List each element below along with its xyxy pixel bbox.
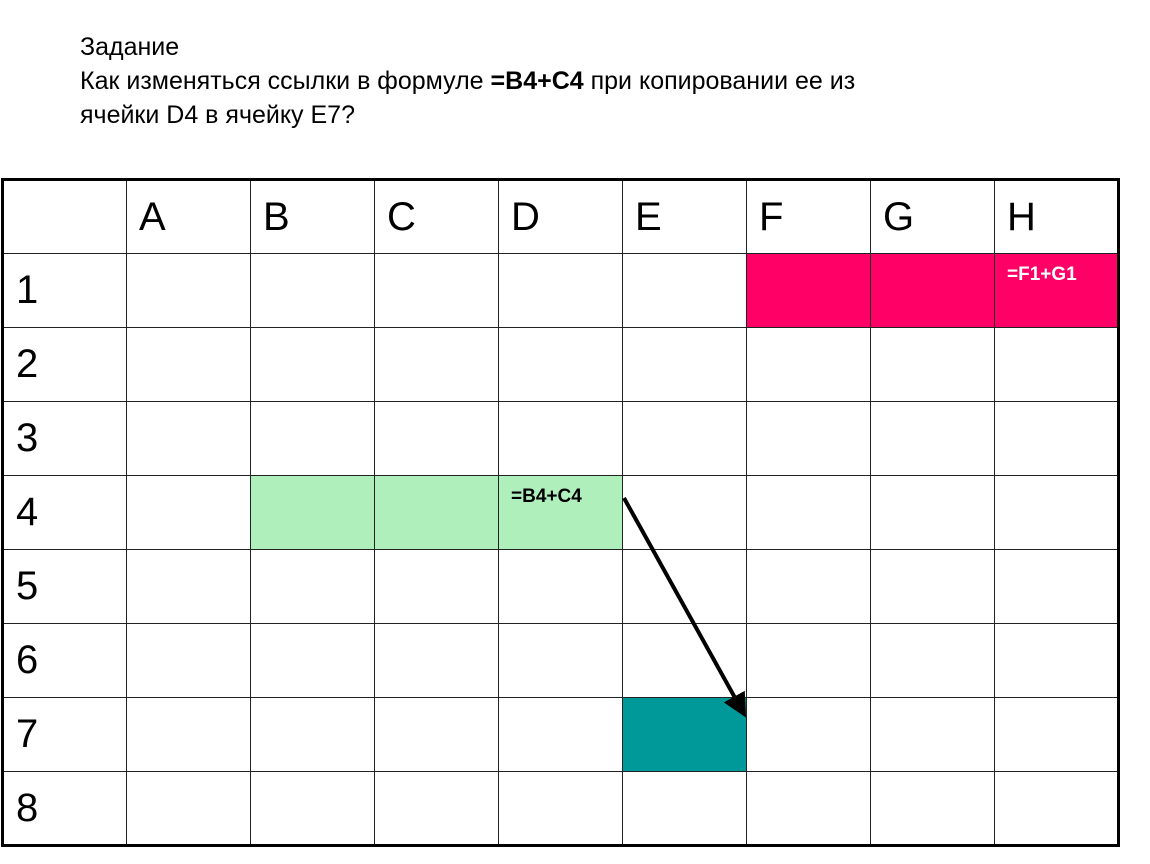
cell-G2[interactable] <box>870 327 995 402</box>
cell-H2[interactable] <box>994 327 1119 402</box>
row-header-7: 7 <box>2 697 127 772</box>
row-header-6: 6 <box>2 623 127 698</box>
spreadsheet-grid: A B C D E F G H 1 =F1+G1 2 3 4 =B4+C4 5 6 7 8 <box>1 178 1120 847</box>
table-row: 1 =F1+G1 <box>2 253 1119 328</box>
column-header-A: A <box>126 179 251 254</box>
column-header-H: H <box>994 179 1119 254</box>
cell-D6[interactable] <box>498 623 623 698</box>
cell-G4[interactable] <box>870 475 995 550</box>
cell-E3[interactable] <box>622 401 747 476</box>
column-header-C: C <box>374 179 499 254</box>
cell-F3[interactable] <box>746 401 871 476</box>
cell-H1[interactable]: =F1+G1 <box>994 253 1119 328</box>
cell-H5[interactable] <box>994 549 1119 624</box>
cell-G1[interactable] <box>870 253 995 328</box>
cell-G8[interactable] <box>870 771 995 846</box>
cell-A6[interactable] <box>126 623 251 698</box>
column-header-E: E <box>622 179 747 254</box>
cell-B6[interactable] <box>250 623 375 698</box>
cell-E8[interactable] <box>622 771 747 846</box>
task-text: Задание Как изменяться ссылки в формуле … <box>80 30 855 132</box>
cell-H4[interactable] <box>994 475 1119 550</box>
cell-F1[interactable] <box>746 253 871 328</box>
cell-E5[interactable] <box>622 549 747 624</box>
cell-D2[interactable] <box>498 327 623 402</box>
column-header-G: G <box>870 179 995 254</box>
cell-E4[interactable] <box>622 475 747 550</box>
cell-B3[interactable] <box>250 401 375 476</box>
task-formula: =B4+C4 <box>490 67 584 95</box>
cell-C6[interactable] <box>374 623 499 698</box>
cell-F4[interactable] <box>746 475 871 550</box>
task-line-1-end: при копировании ее из <box>583 67 856 95</box>
table-row: 2 <box>2 327 1119 402</box>
table-row: 5 <box>2 549 1119 624</box>
cell-A1[interactable] <box>126 253 251 328</box>
cell-B8[interactable] <box>250 771 375 846</box>
cell-F5[interactable] <box>746 549 871 624</box>
cell-D7[interactable] <box>498 697 623 772</box>
cell-A5[interactable] <box>126 549 251 624</box>
task-heading: Задание <box>80 33 180 61</box>
cell-C3[interactable] <box>374 401 499 476</box>
cell-F2[interactable] <box>746 327 871 402</box>
cell-D1[interactable] <box>498 253 623 328</box>
table-row: 3 <box>2 401 1119 476</box>
cell-H7[interactable] <box>994 697 1119 772</box>
cell-B5[interactable] <box>250 549 375 624</box>
cell-D4[interactable]: =B4+C4 <box>498 475 623 550</box>
table-row: 8 <box>2 771 1119 846</box>
cell-B2[interactable] <box>250 327 375 402</box>
row-header-5: 5 <box>2 549 127 624</box>
task-line-1-start: Как изменяться ссылки в формуле <box>80 67 491 95</box>
table-row: 7 <box>2 697 1119 772</box>
cell-E7[interactable] <box>622 697 747 772</box>
cell-A4[interactable] <box>126 475 251 550</box>
cell-C5[interactable] <box>374 549 499 624</box>
cell-F6[interactable] <box>746 623 871 698</box>
cell-C2[interactable] <box>374 327 499 402</box>
cell-H6[interactable] <box>994 623 1119 698</box>
task-line-2: ячейки D4 в ячейку E7? <box>80 101 355 129</box>
cell-D8[interactable] <box>498 771 623 846</box>
cell-H3[interactable] <box>994 401 1119 476</box>
cell-A7[interactable] <box>126 697 251 772</box>
corner-cell <box>2 179 127 254</box>
cell-F8[interactable] <box>746 771 871 846</box>
cell-B1[interactable] <box>250 253 375 328</box>
row-header-2: 2 <box>2 327 127 402</box>
cell-F7[interactable] <box>746 697 871 772</box>
cell-A3[interactable] <box>126 401 251 476</box>
row-header-4: 4 <box>2 475 127 550</box>
table-row: 6 <box>2 623 1119 698</box>
row-header-3: 3 <box>2 401 127 476</box>
cell-G7[interactable] <box>870 697 995 772</box>
cell-G5[interactable] <box>870 549 995 624</box>
cell-B4[interactable] <box>250 475 375 550</box>
row-header-1: 1 <box>2 253 127 328</box>
cell-H8[interactable] <box>994 771 1119 846</box>
cell-C8[interactable] <box>374 771 499 846</box>
cell-E2[interactable] <box>622 327 747 402</box>
cell-C4[interactable] <box>374 475 499 550</box>
cell-D5[interactable] <box>498 549 623 624</box>
cell-C1[interactable] <box>374 253 499 328</box>
cell-E1[interactable] <box>622 253 747 328</box>
column-header-F: F <box>746 179 871 254</box>
cell-G6[interactable] <box>870 623 995 698</box>
cell-A2[interactable] <box>126 327 251 402</box>
cell-B7[interactable] <box>250 697 375 772</box>
task-line-1: Как изменяться ссылки в формуле =B4+C4 п… <box>80 64 855 98</box>
table-row: 4 =B4+C4 <box>2 475 1119 550</box>
cell-E6[interactable] <box>622 623 747 698</box>
cell-C7[interactable] <box>374 697 499 772</box>
cell-A8[interactable] <box>126 771 251 846</box>
column-header-B: B <box>250 179 375 254</box>
column-header-D: D <box>498 179 623 254</box>
cell-D3[interactable] <box>498 401 623 476</box>
cell-G3[interactable] <box>870 401 995 476</box>
row-header-8: 8 <box>2 771 127 846</box>
